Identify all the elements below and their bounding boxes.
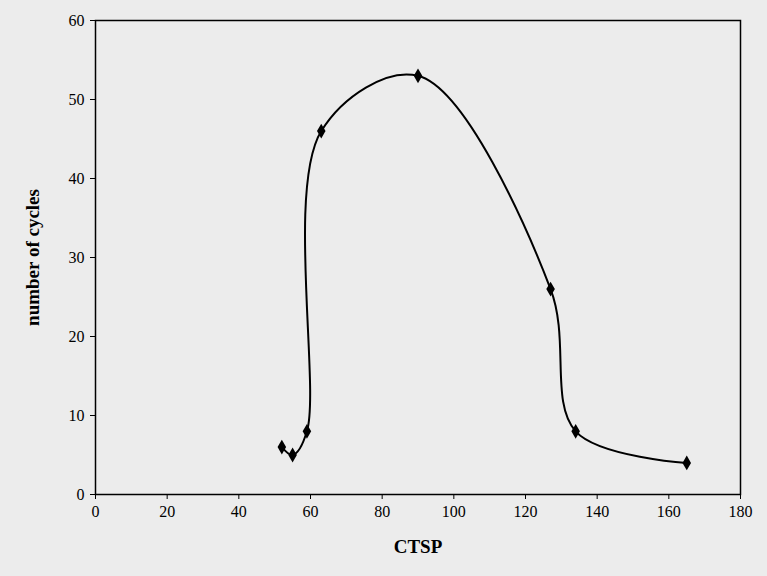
svg-text:30: 30 xyxy=(69,249,85,266)
svg-text:CTSP: CTSP xyxy=(394,536,443,557)
svg-text:50: 50 xyxy=(69,91,85,108)
svg-text:40: 40 xyxy=(231,503,247,520)
svg-text:0: 0 xyxy=(92,503,100,520)
svg-text:0: 0 xyxy=(77,486,85,503)
svg-text:180: 180 xyxy=(729,503,753,520)
svg-text:number of cycles: number of cycles xyxy=(22,189,43,326)
svg-text:140: 140 xyxy=(585,503,609,520)
svg-text:40: 40 xyxy=(69,170,85,187)
svg-text:160: 160 xyxy=(657,503,681,520)
svg-text:120: 120 xyxy=(514,503,538,520)
svg-text:20: 20 xyxy=(69,328,85,345)
svg-text:20: 20 xyxy=(159,503,175,520)
svg-text:60: 60 xyxy=(69,12,85,29)
svg-text:60: 60 xyxy=(303,503,319,520)
svg-text:10: 10 xyxy=(69,407,85,424)
svg-text:80: 80 xyxy=(374,503,390,520)
svg-text:100: 100 xyxy=(442,503,466,520)
